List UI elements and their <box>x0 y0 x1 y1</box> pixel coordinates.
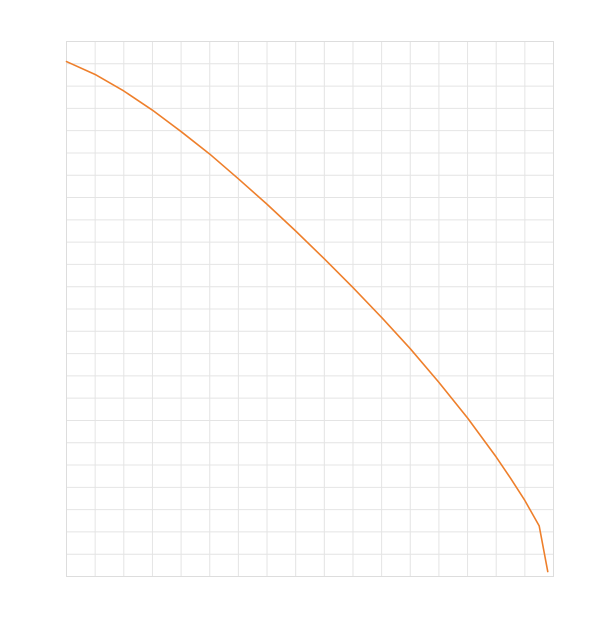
plot-area-frame <box>66 41 554 577</box>
series-line-1 <box>65 60 549 573</box>
chart-series <box>65 60 549 573</box>
chart-grid <box>66 41 554 577</box>
